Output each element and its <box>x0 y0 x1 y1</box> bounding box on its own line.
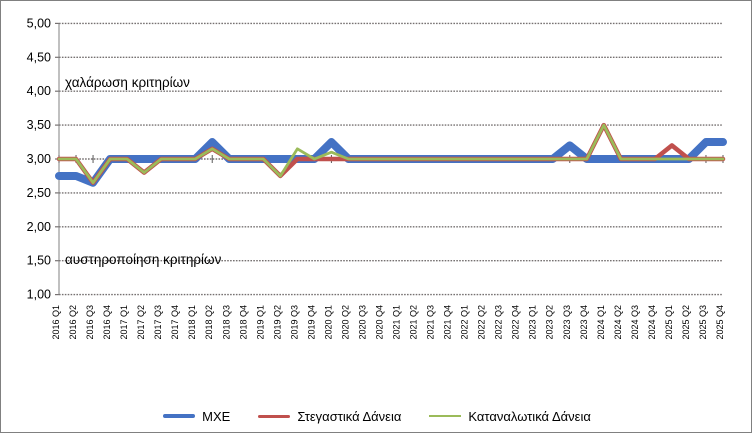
svg-text:αυστηροποίηση κριτηρίων: αυστηροποίηση κριτηρίων <box>65 252 222 267</box>
svg-text:2024 Q1: 2024 Q1 <box>596 305 606 340</box>
svg-text:2017 Q2: 2017 Q2 <box>136 305 146 340</box>
svg-text:3,50: 3,50 <box>27 118 51 132</box>
svg-text:2022 Q2: 2022 Q2 <box>477 305 487 340</box>
svg-text:2025 Q2: 2025 Q2 <box>681 305 691 340</box>
svg-text:2016 Q1: 2016 Q1 <box>51 305 61 340</box>
svg-text:4,00: 4,00 <box>27 84 51 98</box>
svg-text:3,00: 3,00 <box>27 152 51 166</box>
svg-text:2016 Q2: 2016 Q2 <box>68 305 78 340</box>
svg-text:2,50: 2,50 <box>27 186 51 200</box>
svg-text:4,50: 4,50 <box>27 50 51 64</box>
svg-text:2022 Q4: 2022 Q4 <box>511 305 521 340</box>
svg-text:2016 Q3: 2016 Q3 <box>85 305 95 340</box>
svg-text:2016 Q4: 2016 Q4 <box>102 305 112 340</box>
svg-text:2018 Q4: 2018 Q4 <box>238 305 248 340</box>
svg-text:2017 Q1: 2017 Q1 <box>119 305 129 340</box>
svg-text:2020 Q4: 2020 Q4 <box>374 305 384 340</box>
svg-text:2020 Q3: 2020 Q3 <box>357 305 367 340</box>
svg-text:2018 Q3: 2018 Q3 <box>221 305 231 340</box>
svg-text:2020 Q1: 2020 Q1 <box>323 305 333 340</box>
svg-text:2024 Q2: 2024 Q2 <box>613 305 623 340</box>
svg-text:2019 Q2: 2019 Q2 <box>272 305 282 340</box>
svg-text:2025 Q3: 2025 Q3 <box>698 305 708 340</box>
svg-text:2025 Q1: 2025 Q1 <box>664 305 674 340</box>
svg-text:2022 Q1: 2022 Q1 <box>460 305 470 340</box>
svg-text:2023 Q4: 2023 Q4 <box>579 305 589 340</box>
svg-text:χαλάρωση κριτηρίων: χαλάρωση κριτηρίων <box>65 75 190 90</box>
svg-text:2024 Q4: 2024 Q4 <box>647 305 657 340</box>
svg-text:2023 Q3: 2023 Q3 <box>562 305 572 340</box>
svg-text:2019 Q1: 2019 Q1 <box>255 305 265 340</box>
svg-text:5,00: 5,00 <box>27 16 51 30</box>
svg-text:2024 Q3: 2024 Q3 <box>630 305 640 340</box>
svg-text:2018 Q1: 2018 Q1 <box>187 305 197 340</box>
svg-text:2025 Q4: 2025 Q4 <box>715 305 725 340</box>
svg-text:2017 Q4: 2017 Q4 <box>170 305 180 340</box>
svg-text:2021 Q2: 2021 Q2 <box>409 305 419 340</box>
svg-text:1,50: 1,50 <box>27 254 51 268</box>
svg-text:2023 Q2: 2023 Q2 <box>545 305 555 340</box>
svg-text:2022 Q3: 2022 Q3 <box>494 305 504 340</box>
svg-text:2023 Q1: 2023 Q1 <box>528 305 538 340</box>
svg-text:2020 Q2: 2020 Q2 <box>340 305 350 340</box>
svg-text:2019 Q3: 2019 Q3 <box>289 305 299 340</box>
svg-text:2017 Q3: 2017 Q3 <box>153 305 163 340</box>
svg-text:2019 Q4: 2019 Q4 <box>306 305 316 340</box>
svg-text:2021 Q4: 2021 Q4 <box>443 305 453 340</box>
svg-text:2021 Q1: 2021 Q1 <box>392 305 402 340</box>
svg-text:2018 Q2: 2018 Q2 <box>204 305 214 340</box>
svg-text:2,00: 2,00 <box>27 220 51 234</box>
svg-text:1,00: 1,00 <box>27 288 51 302</box>
svg-text:2021 Q3: 2021 Q3 <box>426 305 436 340</box>
